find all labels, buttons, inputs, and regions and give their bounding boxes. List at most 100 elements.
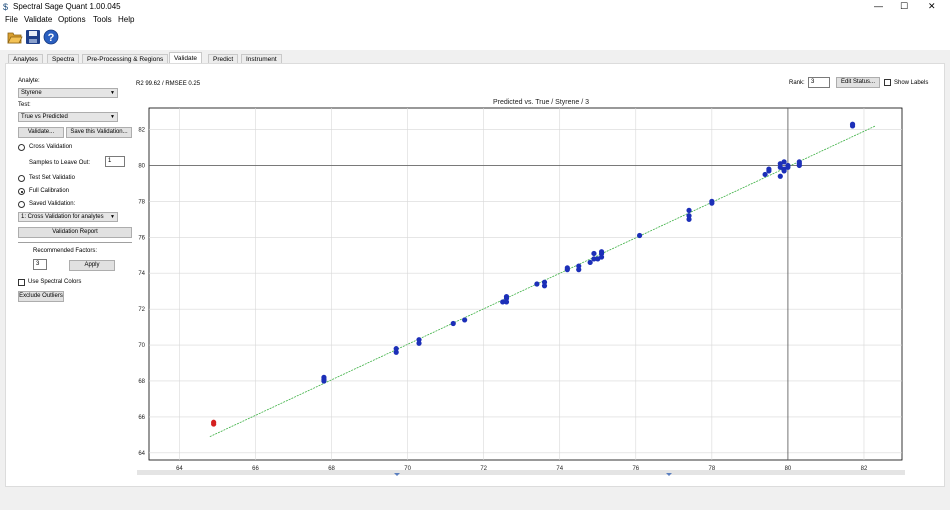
validation-report-button[interactable]: Validation Report xyxy=(18,227,132,238)
y-tick-label: 72 xyxy=(138,307,145,313)
saved-validation-label: Saved Validation: xyxy=(29,201,76,207)
tab-instrument[interactable]: Instrument xyxy=(241,54,282,64)
data-point[interactable] xyxy=(564,265,570,271)
data-point[interactable] xyxy=(686,207,692,213)
full-calibration-radio[interactable] xyxy=(18,188,25,195)
save-validation-button[interactable]: Save this Validation... xyxy=(66,127,132,138)
data-point[interactable] xyxy=(785,164,791,170)
y-tick-label: 70 xyxy=(138,343,145,349)
chevron-down-icon: ▼ xyxy=(110,114,115,120)
cross-validation-label: Cross Validation xyxy=(29,144,73,150)
rank-input[interactable]: 3 xyxy=(808,77,830,88)
predicted-vs-true-chart: Predicted vs. True / Styrene / 3 64 66 68 7… xyxy=(137,99,905,476)
menu-bar: File Validate Options Tools Help xyxy=(0,14,950,26)
data-point[interactable] xyxy=(686,213,692,219)
validate-button[interactable]: Validate... xyxy=(18,127,64,138)
x-tick-label: 82 xyxy=(861,466,868,472)
data-point[interactable] xyxy=(541,279,548,285)
data-point[interactable] xyxy=(321,378,327,384)
data-point[interactable] xyxy=(576,267,582,273)
edit-status-button[interactable]: Edit Status... xyxy=(836,77,880,88)
data-point[interactable] xyxy=(709,198,715,204)
tab-analytes[interactable]: Analytes xyxy=(8,54,43,64)
data-point[interactable] xyxy=(796,159,802,165)
data-point[interactable] xyxy=(766,166,772,172)
app-icon: $ xyxy=(3,2,9,12)
x-tick-label: 72 xyxy=(480,466,487,472)
toolbar: ? xyxy=(0,26,950,50)
data-point[interactable] xyxy=(503,293,510,300)
scroll-marker-icon[interactable] xyxy=(666,473,672,476)
chevron-down-icon: ▼ xyxy=(110,214,115,220)
data-point[interactable] xyxy=(450,320,456,327)
folder-open-icon[interactable] xyxy=(7,29,23,45)
data-point[interactable] xyxy=(503,299,510,305)
y-tick-label: 68 xyxy=(138,379,145,385)
data-point[interactable] xyxy=(541,283,548,289)
data-point[interactable] xyxy=(598,254,605,260)
data-point[interactable] xyxy=(576,263,582,269)
data-point[interactable] xyxy=(686,216,692,222)
tab-spectra[interactable]: Spectra xyxy=(47,54,80,64)
data-point[interactable] xyxy=(777,173,783,179)
show-labels-checkbox[interactable] xyxy=(884,79,891,86)
data-point[interactable] xyxy=(534,281,540,287)
data-point[interactable] xyxy=(393,349,399,355)
validate-panel: Analyte: Styrene ▼ Test: True vs Predicte… xyxy=(5,63,945,487)
divider xyxy=(18,242,132,243)
plot-area xyxy=(148,107,903,461)
axis-ticks: 64 66 68 70 72 74 76 78 80 82 64 66 68 70 72 74 76 78 80 82 xyxy=(138,128,868,472)
menu-tools[interactable]: Tools xyxy=(93,15,112,24)
full-calibration-label: Full Calibration xyxy=(29,188,70,194)
use-spectral-colors-label: Use Spectral Colors xyxy=(28,279,82,285)
window-title: Spectral Sage Quant 1.00.045 xyxy=(13,2,121,11)
x-tick-label: 80 xyxy=(785,466,792,472)
data-point[interactable] xyxy=(781,159,787,165)
samples-leave-out-input[interactable]: 1 xyxy=(105,156,125,167)
saved-validation-select[interactable]: 1: Cross Validation for analytes ▼ xyxy=(18,212,118,222)
data-point[interactable] xyxy=(591,256,597,262)
data-point[interactable] xyxy=(416,337,422,343)
test-label: Test: xyxy=(18,102,31,108)
y-tick-label: 80 xyxy=(138,163,145,169)
menu-options[interactable]: Options xyxy=(58,15,86,24)
menu-file[interactable]: File xyxy=(5,15,18,24)
data-point[interactable] xyxy=(393,346,399,352)
data-point[interactable] xyxy=(462,317,468,323)
test-set-validation-radio[interactable] xyxy=(18,175,25,182)
x-tick-label: 66 xyxy=(252,466,259,472)
data-point[interactable] xyxy=(591,250,597,257)
data-point[interactable] xyxy=(587,259,593,266)
menu-help[interactable]: Help xyxy=(118,15,135,24)
close-button[interactable]: ✕ xyxy=(928,1,936,11)
saved-validation-radio[interactable] xyxy=(18,201,25,208)
menu-validate[interactable]: Validate xyxy=(24,15,53,24)
data-point[interactable] xyxy=(849,121,856,127)
tab-predict[interactable]: Predict xyxy=(208,54,239,64)
data-point[interactable] xyxy=(416,340,422,346)
scroll-marker-icon[interactable] xyxy=(394,473,400,476)
tab-pre-processing[interactable]: Pre-Processing & Regions xyxy=(82,54,169,64)
x-tick-label: 78 xyxy=(709,466,716,472)
data-points xyxy=(211,121,856,427)
recommended-factors-input[interactable]: 3 xyxy=(33,259,47,270)
exclude-outliers-button[interactable]: Exclude Outliers xyxy=(18,291,64,302)
help-icon[interactable]: ? xyxy=(43,29,59,45)
recommended-factors-label: Recommended Factors: xyxy=(33,248,98,254)
data-point[interactable] xyxy=(762,171,768,178)
minimize-button[interactable]: — xyxy=(874,1,883,11)
horizontal-scrollbar[interactable] xyxy=(137,470,905,475)
apply-button[interactable]: Apply xyxy=(69,260,115,271)
test-select[interactable]: True vs Predicted ▼ xyxy=(18,112,118,122)
maximize-button[interactable]: ☐ xyxy=(900,1,909,11)
data-point[interactable] xyxy=(636,232,643,239)
cross-validation-radio[interactable] xyxy=(18,144,25,151)
x-tick-label: 64 xyxy=(176,466,183,472)
data-point[interactable] xyxy=(211,421,217,427)
data-point[interactable] xyxy=(598,249,605,255)
use-spectral-colors-checkbox[interactable] xyxy=(18,279,25,286)
tab-validate[interactable]: Validate xyxy=(169,52,203,64)
analyte-select[interactable]: Styrene ▼ xyxy=(18,88,118,98)
save-icon[interactable] xyxy=(25,29,41,45)
data-point[interactable] xyxy=(500,299,506,305)
